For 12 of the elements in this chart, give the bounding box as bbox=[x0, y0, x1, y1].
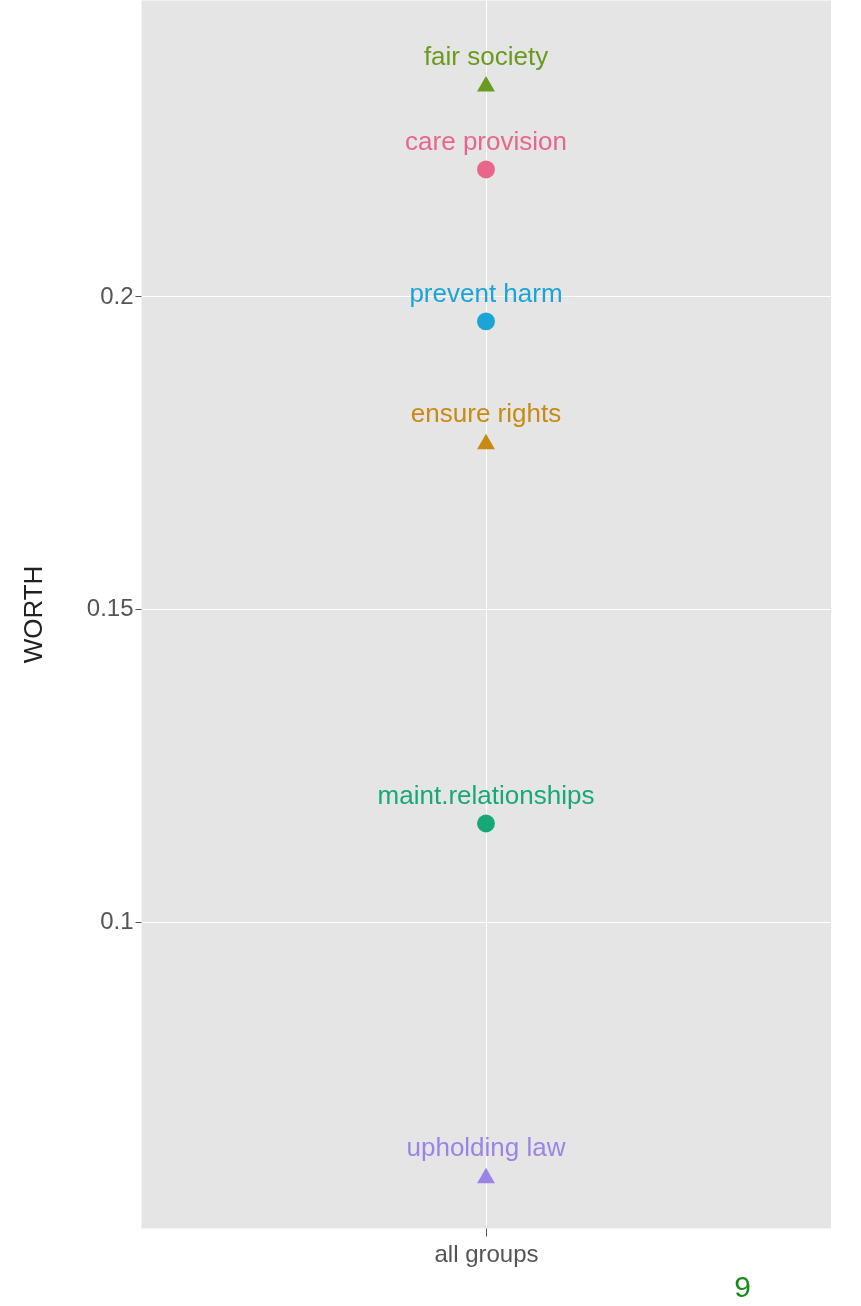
series-label: prevent harm bbox=[409, 278, 563, 309]
series-label: upholding law bbox=[406, 1132, 566, 1163]
series-label: maint.relationships bbox=[377, 780, 595, 811]
y-tick-label: 0.1 bbox=[100, 907, 134, 935]
y-tick-label: 0.15 bbox=[86, 594, 134, 622]
y-tick-label: 0.2 bbox=[100, 281, 134, 309]
text: 9 bbox=[734, 1270, 751, 1303]
series-label: care provision bbox=[405, 126, 567, 157]
x-tick-label: all groups bbox=[434, 1239, 539, 1267]
series-label: ensure rights bbox=[410, 398, 562, 429]
series-label: fair society bbox=[423, 40, 549, 71]
y-axis-title: WORTH bbox=[17, 565, 48, 664]
